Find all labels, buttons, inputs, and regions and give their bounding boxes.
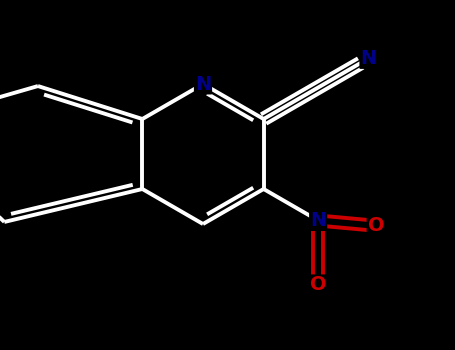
Text: N: N [310,211,326,230]
Text: O: O [368,216,384,235]
Text: N: N [195,75,211,93]
Text: N: N [360,49,377,68]
Text: O: O [310,275,327,294]
